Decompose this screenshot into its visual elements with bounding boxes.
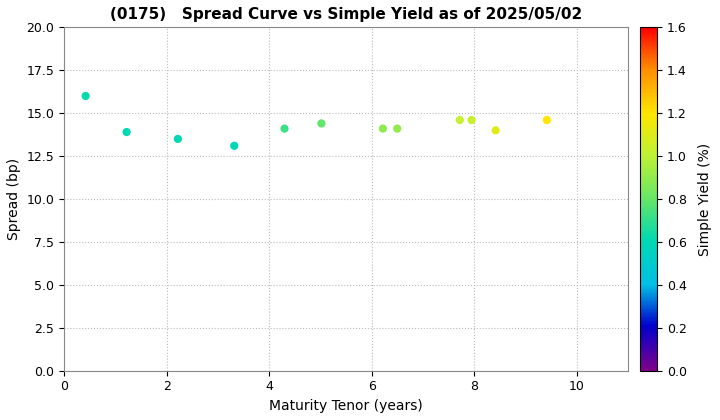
X-axis label: Maturity Tenor (years): Maturity Tenor (years): [269, 399, 423, 413]
Point: [80, 93, 91, 100]
Point: [228, 142, 240, 149]
Point: [279, 125, 290, 132]
Point: [490, 127, 501, 134]
Point: [377, 125, 389, 132]
Point: [121, 129, 132, 135]
Y-axis label: Spread (bp): Spread (bp): [7, 158, 21, 240]
Y-axis label: Simple Yield (%): Simple Yield (%): [698, 142, 712, 256]
Point: [466, 117, 477, 123]
Title: (0175)   Spread Curve vs Simple Yield as of 2025/05/02: (0175) Spread Curve vs Simple Yield as o…: [110, 7, 582, 22]
Point: [541, 117, 553, 123]
Point: [454, 117, 466, 123]
Point: [172, 136, 184, 142]
Point: [392, 125, 403, 132]
Point: [315, 120, 327, 127]
